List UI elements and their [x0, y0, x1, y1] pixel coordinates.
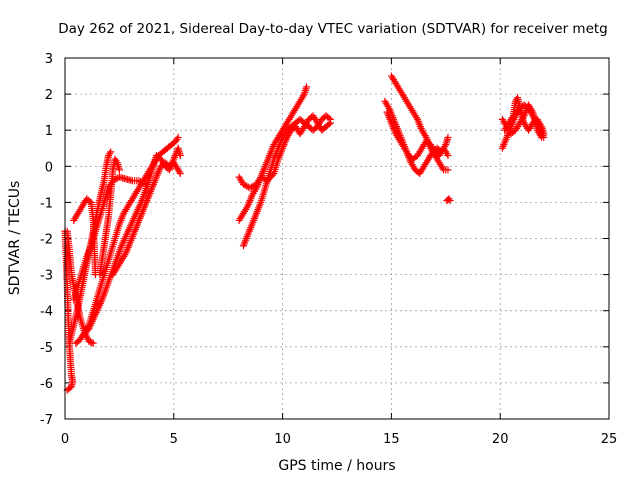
y-tick-label: 2	[45, 88, 53, 103]
grid	[65, 58, 609, 419]
y-tick-label: -4	[40, 305, 53, 320]
data-point	[538, 133, 546, 141]
x-tick-label: 10	[274, 432, 291, 447]
series-t8	[96, 155, 123, 279]
data-point	[444, 133, 452, 141]
data-point	[325, 120, 333, 128]
series-t3	[70, 195, 99, 279]
x-tick-label: 25	[601, 432, 618, 447]
x-tick-label: 5	[170, 432, 178, 447]
series-t16	[443, 195, 454, 205]
series-t2	[65, 148, 115, 347]
data-point	[174, 133, 182, 141]
y-tick-label: -6	[40, 377, 53, 392]
data-point	[303, 83, 311, 91]
data-point	[243, 182, 251, 190]
data-point	[65, 385, 73, 393]
y-tick-label: -5	[40, 341, 53, 356]
data-point	[89, 339, 97, 347]
y-tick-label: 3	[45, 52, 53, 67]
data-point	[140, 179, 148, 187]
y-tick-label: -3	[40, 269, 53, 284]
x-tick-labels: 0 5 10 15 20 25	[61, 432, 617, 447]
data-point	[106, 150, 114, 158]
data-point	[325, 114, 333, 122]
data-point	[115, 166, 123, 174]
y-tick-label: -2	[40, 233, 53, 248]
data-point	[88, 339, 96, 347]
data-point	[444, 166, 452, 174]
data-point	[142, 180, 150, 188]
series-t9	[109, 159, 184, 279]
series-t11	[239, 112, 334, 250]
y-tick-label: -7	[40, 413, 53, 428]
data-point	[446, 197, 454, 205]
y-tick-label: 0	[45, 160, 53, 175]
series-t15	[383, 108, 452, 163]
y-tick-label: 1	[45, 124, 53, 139]
x-tick-label: 20	[492, 432, 509, 447]
plot-frame	[64, 57, 610, 420]
data-point	[176, 151, 184, 159]
data-point	[86, 197, 94, 205]
data-points	[61, 72, 548, 394]
x-tick-label: 15	[383, 432, 400, 447]
data-point	[269, 171, 277, 179]
data-point	[107, 148, 115, 156]
x-tick-label: 0	[61, 432, 69, 447]
y-axis-title: SDTVAR / TECUs	[7, 181, 23, 296]
series-t19	[498, 101, 546, 141]
data-point	[444, 151, 452, 159]
data-point	[326, 119, 334, 127]
x-axis-title: GPS time / hours	[278, 458, 395, 474]
series-t12	[235, 112, 334, 192]
y-tick-labels: -7 -6 -5 -4 -3 -2 -1 0 1 2 3	[40, 52, 53, 428]
chart-title: Day 262 of 2021, Sidereal Day-to-day VTE…	[58, 21, 608, 37]
data-point	[176, 170, 184, 178]
y-tick-label: -1	[40, 196, 53, 211]
